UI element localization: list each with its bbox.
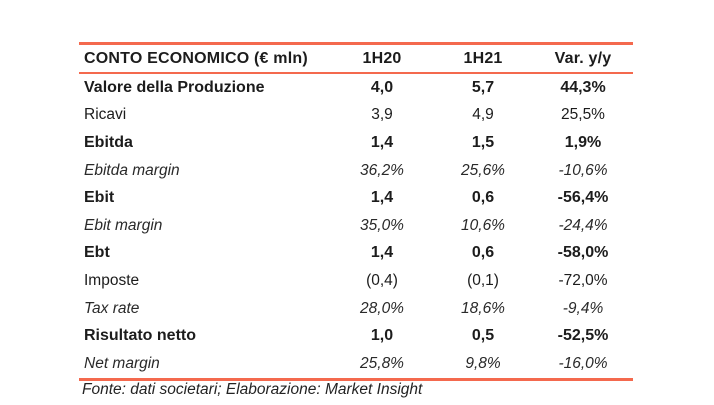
value-1h20: 25,8% [360, 354, 404, 372]
value-1h21: 5,7 [471, 78, 495, 96]
value-1h20: 1,4 [370, 189, 394, 207]
table-row-ebit-margin: Ebit margin 35,0% 10,6% -24,4% [79, 212, 633, 240]
value-var-yy: -10,6% [558, 161, 608, 179]
table-row-tax-rate: Tax rate 28,0% 18,6% -9,4% [79, 295, 633, 323]
value-1h21: 1,5 [471, 133, 495, 151]
value-var-yy: 1,9% [564, 133, 602, 151]
column-header-1h21: 1H21 [463, 49, 503, 67]
value-1h20: (0,4) [366, 271, 398, 289]
table-row-ricavi: Ricavi 3,9 4,9 25,5% [79, 102, 633, 130]
value-var-yy: -58,0% [557, 244, 609, 262]
table-row-ebitda-margin: Ebitda margin 36,2% 25,6% -10,6% [79, 157, 633, 185]
value-1h21: 25,6% [461, 161, 505, 179]
table-row-net-margin: Net margin 25,8% 9,8% -16,0% [79, 350, 633, 378]
value-1h20: 3,9 [371, 106, 393, 124]
value-var-yy: 25,5% [561, 106, 605, 124]
column-header-conto-economico: CONTO ECONOMICO (€ mln) [84, 49, 308, 67]
table-row-ebitda: Ebitda 1,4 1,5 1,9% [79, 129, 633, 157]
column-header-var-yy: Var. y/y [554, 49, 612, 67]
source-note: Fonte: dati societari; Elaborazione: Mar… [82, 381, 423, 398]
table-row-valore-della-produzione: Valore della Produzione 4,0 5,7 44,3% [79, 74, 633, 102]
income-statement-table: CONTO ECONOMICO (€ mln) 1H20 1H21 Var. y… [79, 42, 633, 381]
row-label: Ebitda [84, 133, 133, 151]
row-label: Tax rate [84, 299, 140, 317]
table-header-row: CONTO ECONOMICO (€ mln) 1H20 1H21 Var. y… [79, 45, 633, 74]
row-label: Ebitda margin [84, 161, 180, 179]
value-var-yy: -9,4% [562, 299, 604, 317]
row-label: Ebit [84, 189, 115, 207]
value-1h20: 36,2% [360, 161, 404, 179]
value-1h20: 1,4 [370, 244, 394, 262]
row-label: Net margin [84, 354, 160, 372]
value-1h21: 18,6% [461, 299, 505, 317]
value-var-yy: -52,5% [557, 327, 609, 345]
value-1h21: 0,5 [471, 327, 495, 345]
value-var-yy: 44,3% [560, 78, 606, 96]
value-1h21: 4,9 [472, 106, 494, 124]
column-header-1h20: 1H20 [362, 49, 402, 67]
value-1h21: 9,8% [465, 354, 501, 372]
row-label: Ricavi [84, 106, 127, 124]
row-label: Ebt [84, 244, 110, 262]
value-var-yy: -24,4% [558, 216, 608, 234]
table-body: Valore della Produzione 4,0 5,7 44,3% Ri… [79, 74, 633, 378]
value-var-yy: -56,4% [557, 189, 609, 207]
row-label: Valore della Produzione [84, 78, 265, 96]
value-1h20: 4,0 [370, 78, 394, 96]
table-row-risultato-netto: Risultato netto 1,0 0,5 -52,5% [79, 322, 633, 350]
value-1h20: 1,4 [370, 133, 394, 151]
value-var-yy: -72,0% [558, 271, 608, 289]
value-1h20: 35,0% [360, 216, 404, 234]
table-row-ebit: Ebit 1,4 0,6 -56,4% [79, 184, 633, 212]
value-1h21: 0,6 [471, 244, 495, 262]
value-1h21: 10,6% [461, 216, 505, 234]
value-1h20: 28,0% [360, 299, 404, 317]
row-label: Imposte [84, 271, 140, 289]
value-1h20: 1,0 [370, 327, 394, 345]
table-row-ebt: Ebt 1,4 0,6 -58,0% [79, 240, 633, 268]
row-label: Ebit margin [84, 216, 163, 234]
table-row-imposte: Imposte (0,4) (0,1) -72,0% [79, 267, 633, 295]
row-label: Risultato netto [84, 327, 196, 345]
value-var-yy: -16,0% [558, 354, 608, 372]
value-1h21: 0,6 [471, 189, 495, 207]
value-1h21: (0,1) [467, 271, 499, 289]
